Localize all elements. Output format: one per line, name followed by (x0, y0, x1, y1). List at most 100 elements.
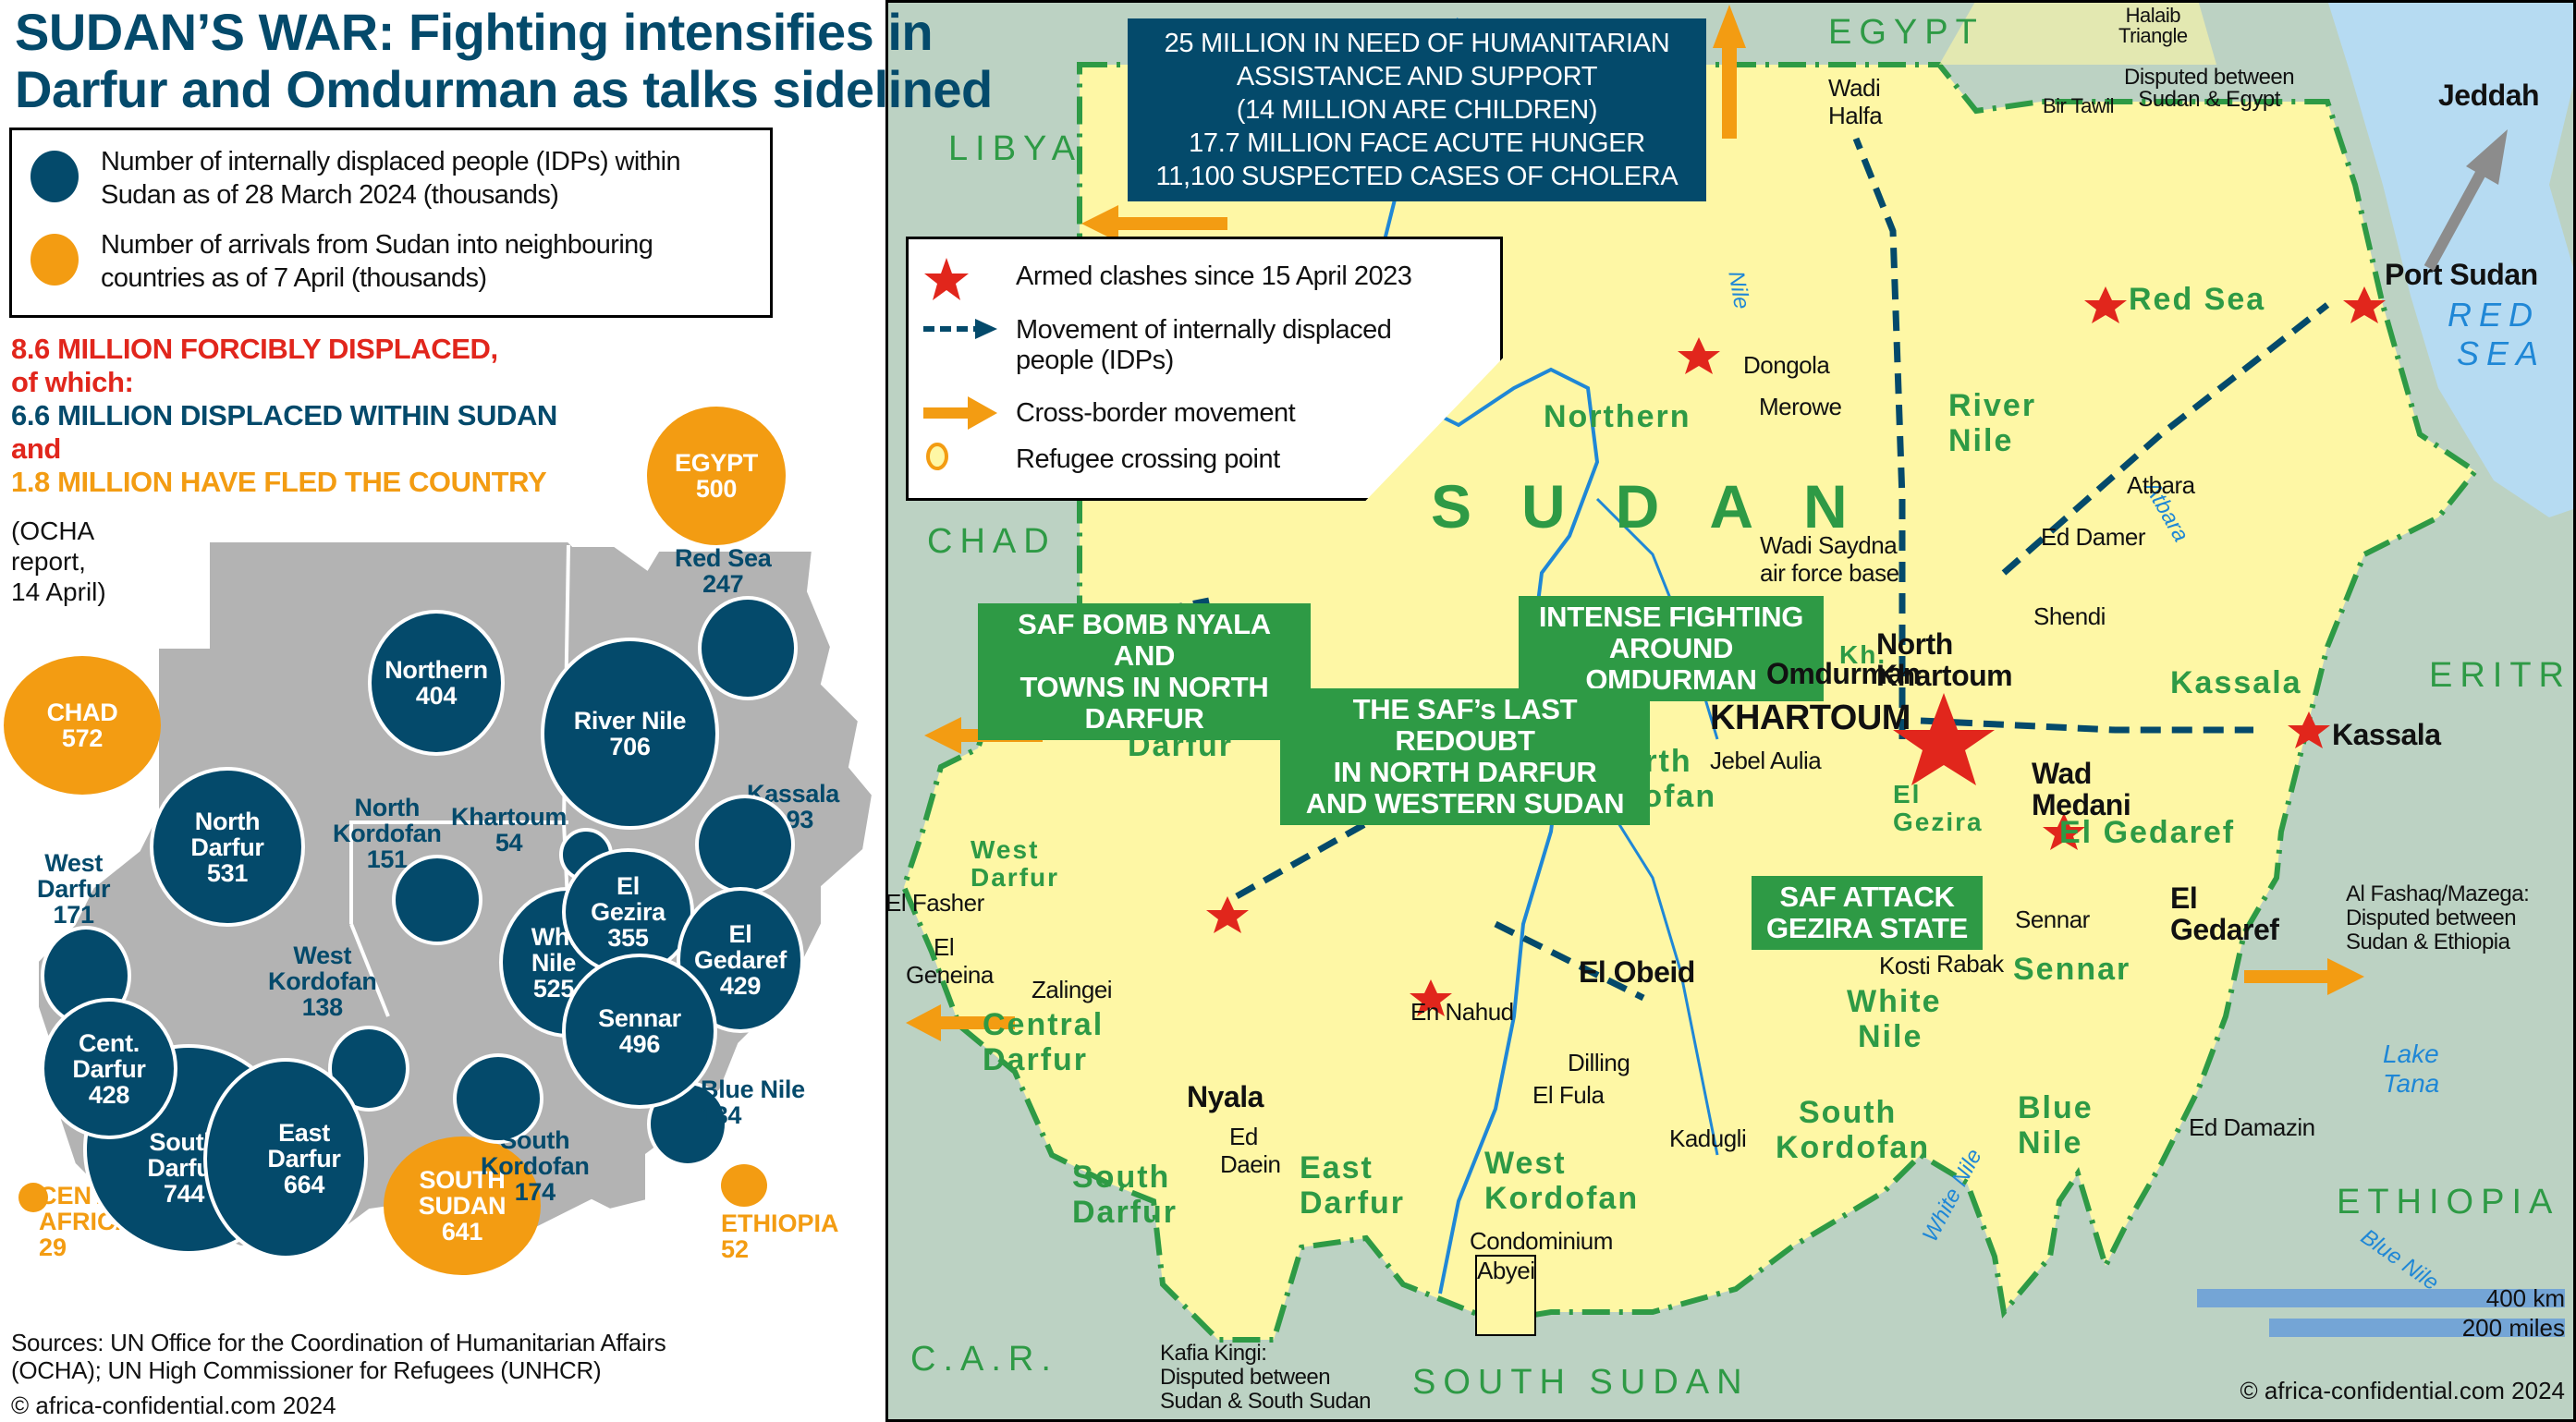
city-el-gedaref-1: El (2170, 881, 2198, 915)
city-wadi-halfa-1: Wadi (1828, 74, 1881, 102)
callout-gezira-line1: SAF ATTACK (1779, 881, 1955, 913)
ocha-note-line3: 14 April) (11, 577, 106, 606)
region-east-darfur-1: East (1300, 1150, 1373, 1185)
callout-omdurman-line1: INTENSE FIGHTING (1538, 601, 1804, 633)
label-disputed-sudan-egypt: Disputed between Sudan & Egypt (2124, 67, 2295, 112)
country-ethiopia: ETHIOPIA (2337, 1183, 2560, 1221)
sudan-conflict-map: 25 MILLION IN NEED OF HUMANITARIAN ASSIS… (885, 0, 2576, 1422)
region-west-darfur-1: West (971, 835, 1040, 864)
city-ed-daein-1: Ed (1229, 1123, 1258, 1150)
legend-arrivals-line2: countries as of 7 April (thousands) (101, 263, 487, 293)
bubble-el-gedaref: El Gedaref 429 (677, 887, 804, 1033)
fashaq-2: Disputed between (2346, 905, 2517, 930)
city-sennar: Sennar (2015, 905, 2090, 933)
country-eritrea: ERITREA (2429, 656, 2576, 695)
region-central-darfur: Central Darfur (983, 1007, 1104, 1077)
city-omdurman: Omdurman (1766, 657, 1921, 690)
bubble-sennar: Sennar 496 (562, 954, 717, 1109)
humanitarian-line5: 11,100 SUSPECTED CASES OF CHOLERA (1155, 162, 1679, 191)
bubble-south-sudan-value: 641 (441, 1218, 483, 1246)
callout-redoubt-line2: IN NORTH DARFUR (1333, 756, 1597, 788)
bubble-el-gezira-value: 355 (607, 924, 649, 952)
label-south-kordofan-name1: South (500, 1126, 570, 1154)
city-wadi-halfa: Wadi Halfa (1828, 74, 1883, 129)
callout-redoubt-line3: AND WESTERN SUDAN (1305, 787, 1625, 820)
callout-saf-attack-gezira: SAF ATTACK GEZIRA STATE (1752, 876, 1983, 950)
country-car: C.A.R. (910, 1340, 1058, 1379)
navy-circle-icon (31, 151, 79, 202)
city-merowe: Merowe (1759, 393, 1842, 420)
bubble-south-kordofan (453, 1053, 543, 1144)
bubble-south-darfur-value: 744 (163, 1180, 205, 1208)
bubble-sennar-name: Sennar (598, 1004, 681, 1032)
city-en-nahud: En Nahud (1410, 998, 1514, 1026)
scale-miles: 200 miles (2269, 1316, 2565, 1340)
city-north-khartoum-2: Khartoum (1876, 659, 2013, 692)
bubble-south-sudan-name1: SOUTH (419, 1166, 506, 1194)
bubble-chad-name: CHAD (46, 699, 118, 726)
bubble-north-darfur-value: 531 (206, 858, 249, 887)
label-west-kordofan: West Kordofan 138 (268, 942, 377, 1020)
bubble-white-nile-value: 525 (532, 974, 575, 1003)
sudan-egypt-2: Sudan & Egypt (2138, 87, 2280, 112)
bubble-legend: Number of internally displaced people (I… (9, 128, 773, 318)
label-west-kordofan-value: 138 (301, 993, 343, 1021)
bubble-el-gedaref-name2: Gedaref (694, 946, 787, 974)
label-khartoum: Khartoum 54 (451, 804, 567, 856)
legend-idps-line1: Number of internally displaced people (I… (101, 147, 681, 176)
humanitarian-line4: 17.7 MILLION FACE ACUTE HUNGER (1189, 128, 1645, 158)
callout-saf-last-redoubt: THE SAF’s LAST REDOUBT IN NORTH DARFUR AND… (1280, 688, 1650, 825)
region-blue-nile-1: Blue (2018, 1090, 2094, 1125)
city-ed-daein-2: Daein (1220, 1150, 1281, 1178)
legend-armed-clashes-label: Armed clashes since 15 April 2023 (1016, 261, 1412, 291)
bubble-el-gedaref-value: 429 (719, 972, 762, 1000)
bubble-central-darfur: Cent. Darfur 428 (41, 998, 177, 1139)
city-kosti: Kosti (1879, 952, 1931, 979)
bubble-north-darfur: North Darfur 531 (150, 767, 305, 927)
bubble-river-nile: River Nile 706 (541, 638, 719, 830)
region-blue-nile: Blue Nile (2018, 1090, 2094, 1161)
humanitarian-line2: ASSISTANCE AND SUPPORT (1236, 62, 1598, 91)
city-ed-daein: Ed Daein (1220, 1123, 1281, 1178)
bubble-central-darfur-name2: Darfur (72, 1054, 146, 1083)
region-west-darfur-2: Darfur (971, 863, 1060, 892)
lake-tana-line2: Tana (2383, 1069, 2440, 1098)
bubble-east-darfur: East Darfur 664 (203, 1058, 368, 1259)
legend-cross-border-label: Cross-border movement (1016, 397, 1296, 428)
humanitarian-stats-box: 25 MILLION IN NEED OF HUMANITARIAN ASSIS… (1128, 18, 1706, 201)
region-river-nile: River Nile (1948, 388, 2036, 458)
label-bir-tawil: Bir Tawil (2043, 94, 2115, 117)
halaib-2: Triangle (2118, 24, 2188, 47)
bubble-north-kordofan (392, 855, 482, 945)
region-west-kordofan-1: West (1484, 1146, 1567, 1181)
city-wadi-halfa-2: Halfa (1828, 102, 1883, 129)
stat-displaced-within: 6.6 MILLION DISPLACED WITHIN SUDAN (11, 399, 557, 431)
bubble-south-sudan: SOUTH SUDAN 641 (384, 1136, 541, 1275)
label-abyei: Abyei (1477, 1257, 1535, 1284)
legend-armed-clashes: Armed clashes since 15 April 2023 (923, 258, 1412, 300)
bubble-red-sea (698, 596, 798, 700)
region-white-nile-1: White (1847, 984, 1942, 1019)
bubble-egypt-value: 500 (695, 475, 738, 503)
city-el-fasher: El Fasher (885, 889, 984, 917)
city-el-geneina-2: Geneina (906, 961, 994, 989)
bubble-el-gezira-name1: El (617, 872, 640, 900)
label-south-kordofan: South Kordofan 174 (481, 1127, 590, 1205)
city-wad-medani: Wad Medani (2032, 757, 2131, 820)
legend-cross-border: Cross-border movement (923, 395, 1296, 431)
region-khartoum-abbr: Kh. (1839, 640, 1887, 669)
bubble-north-darfur-name2: Darfur (190, 833, 264, 861)
label-north-kordofan-name1: North (354, 794, 421, 821)
bubble-chad: CHAD 572 (4, 656, 161, 795)
legend-item-idps: Number of internally displaced people (I… (31, 145, 681, 212)
sources-note: Sources: UN Office for the Coordination … (11, 1329, 843, 1384)
ocha-note-line1: (OCHA (11, 517, 95, 545)
city-north-khartoum-1: North (1876, 627, 1953, 661)
title-line-1: SUDAN’S WAR: Fighting intensifies in (15, 3, 934, 61)
stat-of-which: of which: (11, 366, 134, 398)
bubble-river-nile-value: 706 (609, 733, 651, 760)
bubble-northern-value: 404 (415, 682, 458, 710)
label-halaib-triangle: Halaib Triangle (2118, 6, 2188, 46)
region-west-darfur: West Darfur (971, 836, 1059, 892)
city-wad-medani-1: Wad (2032, 757, 2092, 790)
